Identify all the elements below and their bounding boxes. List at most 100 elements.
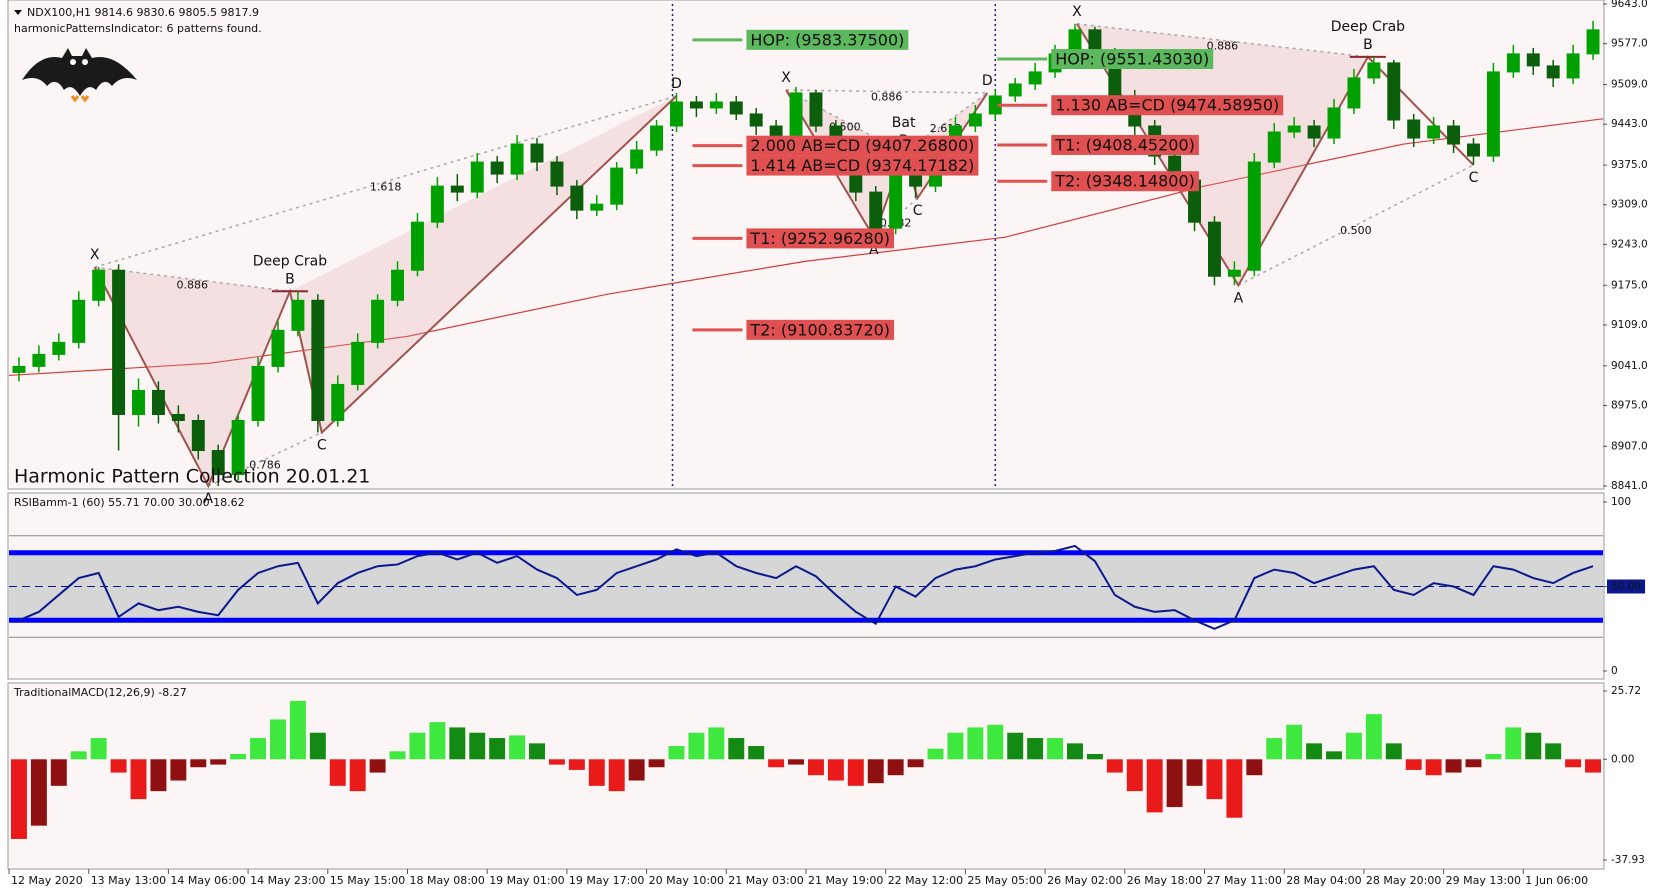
candle-body bbox=[809, 92, 823, 127]
macd-bar bbox=[309, 732, 326, 760]
macd-bar bbox=[349, 759, 366, 792]
y-tick-label: 8975.0 bbox=[1611, 399, 1648, 411]
macd-bar bbox=[190, 759, 207, 768]
y-tick-label: 9443.0 bbox=[1611, 118, 1648, 130]
candle-body bbox=[610, 167, 624, 205]
candle-body bbox=[1367, 62, 1381, 79]
pattern-fill bbox=[289, 95, 677, 433]
macd-bar bbox=[170, 759, 187, 781]
macd-bar bbox=[1067, 743, 1083, 760]
candle-body bbox=[1267, 131, 1281, 163]
x-tick-label: 18 May 08:00 bbox=[410, 874, 485, 887]
macd-bar bbox=[469, 732, 486, 760]
macd-bar bbox=[648, 759, 665, 768]
candle-body bbox=[650, 125, 664, 151]
target-box bbox=[746, 155, 979, 176]
macd-bar bbox=[449, 727, 466, 760]
macd-bar bbox=[1106, 759, 1123, 773]
macd-bar bbox=[708, 727, 725, 760]
candle-body bbox=[510, 143, 524, 175]
candle-body bbox=[251, 365, 265, 421]
macd-bar bbox=[270, 719, 286, 760]
candle-body bbox=[430, 185, 444, 223]
macd-bar bbox=[250, 738, 267, 760]
target-box bbox=[1051, 134, 1199, 155]
point-label: X bbox=[1072, 4, 1082, 20]
macd-pane bbox=[7, 682, 1605, 870]
candle-body bbox=[1227, 269, 1241, 277]
candle-body bbox=[371, 299, 385, 343]
candle-body bbox=[1586, 29, 1600, 55]
macd-bar bbox=[50, 759, 67, 786]
macd-bar bbox=[30, 759, 47, 826]
macd-bar bbox=[210, 759, 227, 765]
macd-bar bbox=[1086, 753, 1103, 760]
candle-body bbox=[470, 161, 484, 193]
x-tick-label: 28 May 20:00 bbox=[1366, 874, 1441, 887]
indicator-note: harmonicPatternsIndicator: 6 patterns fo… bbox=[14, 22, 262, 35]
x-tick-label: 13 May 13:00 bbox=[91, 874, 166, 887]
candle-body bbox=[570, 185, 584, 211]
macd-bar bbox=[1565, 759, 1582, 768]
point-label: A bbox=[869, 242, 879, 258]
macd-bar bbox=[10, 759, 27, 839]
candle-body bbox=[968, 113, 982, 127]
candle-body bbox=[52, 341, 66, 355]
macd-bar bbox=[429, 722, 446, 760]
x-tick-label: 21 May 03:00 bbox=[728, 874, 803, 887]
candle-body bbox=[1307, 125, 1321, 139]
macd-bar bbox=[827, 759, 844, 781]
macd-bar bbox=[409, 732, 426, 760]
y-tick-label: 9577.0 bbox=[1611, 38, 1648, 50]
bat-logo bbox=[22, 48, 137, 103]
target-box bbox=[746, 29, 909, 50]
candle-body bbox=[271, 329, 285, 367]
pattern-name: Deep Crab bbox=[253, 253, 327, 269]
candle-body bbox=[1486, 71, 1500, 157]
candle-body bbox=[1387, 62, 1401, 121]
candle-body bbox=[12, 365, 26, 373]
y-tick-label: 9175.0 bbox=[1611, 279, 1648, 291]
candle-body bbox=[869, 191, 883, 229]
y-tick-badge bbox=[1607, 579, 1646, 594]
bat-feet bbox=[70, 95, 90, 103]
candle-body bbox=[32, 353, 46, 367]
candle-body bbox=[1447, 125, 1461, 145]
macd-bar bbox=[1027, 738, 1044, 760]
bat-body bbox=[22, 48, 137, 96]
y-tick-label: 9109.0 bbox=[1611, 319, 1648, 331]
target-label: T2: (9348.14800) bbox=[1054, 172, 1195, 191]
y-tick-label: 25.72 bbox=[1611, 685, 1641, 697]
macd-bar bbox=[1206, 759, 1223, 800]
macd-bar bbox=[548, 759, 565, 765]
macd-bar bbox=[1525, 732, 1542, 760]
candle-body bbox=[311, 299, 325, 421]
y-tick-label: 9243.0 bbox=[1611, 238, 1648, 250]
macd-title: TraditionalMACD(12,26,9) -8.27 bbox=[13, 686, 187, 699]
macd-bar bbox=[1047, 738, 1064, 760]
candle-body bbox=[331, 383, 345, 421]
macd-bar bbox=[568, 759, 585, 770]
macd-bar bbox=[1385, 743, 1402, 760]
candle-body bbox=[1347, 77, 1361, 109]
candle-body bbox=[1467, 143, 1480, 157]
candle-body bbox=[550, 161, 564, 187]
target-label: HOP: (9551.43030) bbox=[1055, 50, 1209, 69]
y-tick-label: 0.00 bbox=[1611, 753, 1634, 765]
macd-bar bbox=[529, 743, 545, 760]
candle-body bbox=[590, 203, 604, 211]
y-tick-label: 9509.0 bbox=[1611, 79, 1648, 91]
candle-body bbox=[749, 113, 763, 127]
macd-bar bbox=[289, 700, 306, 760]
macd-bar bbox=[807, 759, 824, 776]
pattern-fill bbox=[94, 267, 290, 486]
macd-bar bbox=[130, 759, 147, 800]
pattern-name: Bat bbox=[892, 115, 916, 131]
ratio-line bbox=[903, 92, 988, 154]
x-tick-label: 12 May 2020 bbox=[11, 874, 83, 887]
y-tick-label: 100 bbox=[1611, 496, 1631, 508]
macd-bar bbox=[369, 759, 386, 773]
point-label: C bbox=[1469, 170, 1479, 186]
bat-eye bbox=[82, 59, 88, 65]
